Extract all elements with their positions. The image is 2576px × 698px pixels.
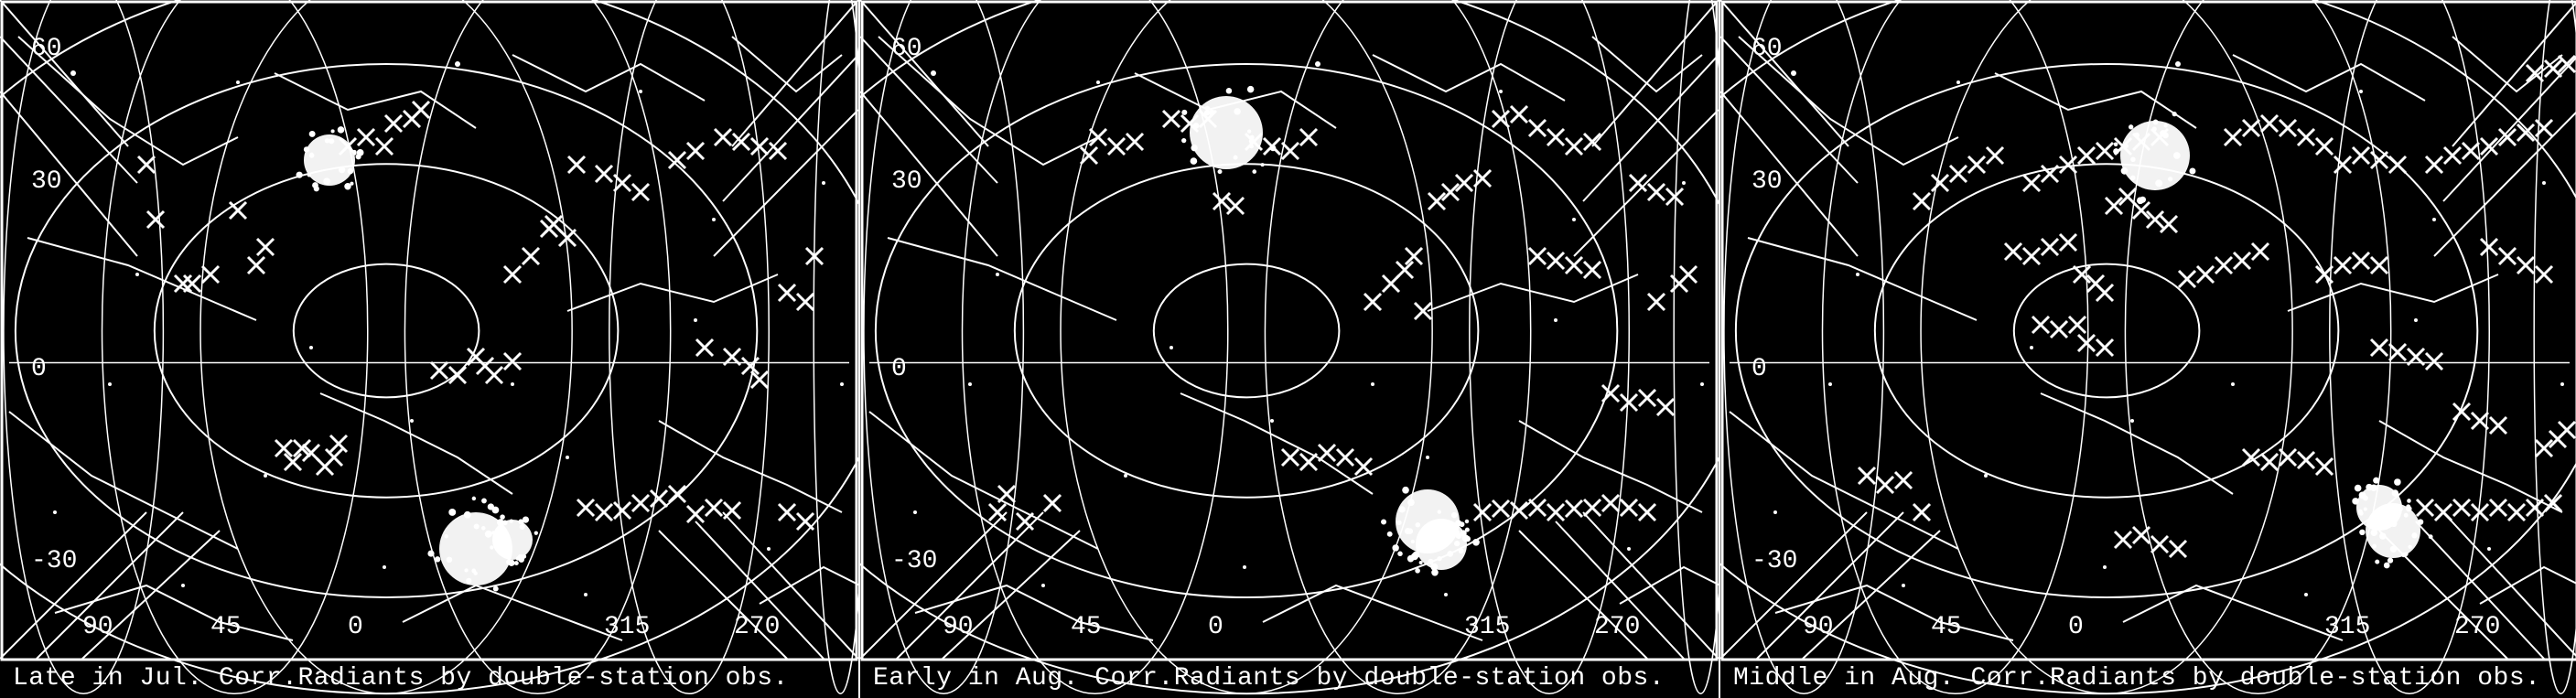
svg-text:270: 270 (1594, 613, 1640, 641)
sky-panel-early-aug: -300306004590270315Early in Aug. Corr.Ra… (860, 0, 1720, 698)
svg-text:-30: -30 (891, 547, 937, 575)
svg-text:60: 60 (891, 35, 922, 63)
svg-text:270: 270 (2454, 613, 2500, 641)
sky-chart-mid-aug: -300306004590270315 (1720, 0, 2576, 698)
svg-text:60: 60 (1751, 35, 1783, 63)
svg-text:0: 0 (1751, 355, 1767, 383)
svg-text:0: 0 (31, 355, 47, 383)
svg-text:0: 0 (348, 613, 363, 641)
svg-text:0: 0 (2068, 613, 2084, 641)
panel-caption-mid-aug: Middle in Aug. Corr.Radiants by double-s… (1733, 664, 2540, 693)
sky-panel-mid-aug: -300306004590270315Middle in Aug. Corr.R… (1720, 0, 2576, 698)
svg-text:0: 0 (1208, 613, 1223, 641)
svg-text:270: 270 (734, 613, 780, 641)
svg-text:90: 90 (82, 613, 113, 641)
panels-row: -300306004590270315Late in Jul. Corr.Rad… (0, 0, 2576, 698)
svg-text:30: 30 (891, 167, 922, 196)
svg-text:30: 30 (31, 167, 62, 196)
sky-panel-late-jul: -300306004590270315Late in Jul. Corr.Rad… (0, 0, 860, 698)
svg-text:-30: -30 (1751, 547, 1797, 575)
svg-text:-30: -30 (31, 547, 77, 575)
svg-text:90: 90 (1803, 613, 1834, 641)
svg-text:90: 90 (943, 613, 974, 641)
sky-chart-late-jul: -300306004590270315 (0, 0, 858, 698)
svg-text:30: 30 (1751, 167, 1783, 196)
svg-text:60: 60 (31, 35, 62, 63)
panel-caption-early-aug: Early in Aug. Corr.Radiants by double-st… (873, 664, 1665, 693)
svg-text:0: 0 (891, 355, 907, 383)
sky-chart-early-aug: -300306004590270315 (860, 0, 1719, 698)
panel-caption-late-jul: Late in Jul. Corr.Radiants by double-sta… (13, 664, 789, 693)
